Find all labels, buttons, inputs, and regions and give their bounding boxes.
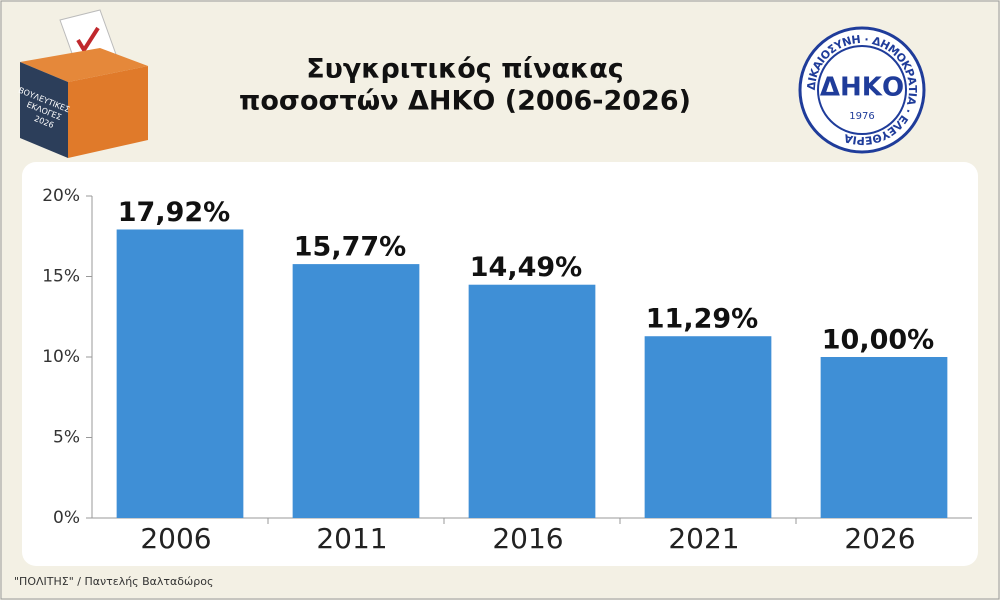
y-tick-label: 10%: [42, 347, 80, 367]
value-label: 10,00%: [822, 325, 934, 356]
y-tick-label: 5%: [53, 428, 80, 448]
x-tick-label: 2011: [316, 522, 387, 555]
ballot-box: ΒΟΥΛΕΥΤΙΚΕΣ ΕΚΛΟΓΕΣ 2026: [17, 9, 148, 158]
value-label: 11,29%: [646, 304, 758, 335]
y-tick-label: 0%: [53, 508, 80, 528]
x-tick-label: 2016: [492, 522, 563, 555]
bar: [116, 229, 244, 518]
logo: ΔΙΚΑΙΟΣΥΝΗ · ΔΗΜΟΚΡΑΤΙΑ · ΕΛΕΥΘΕΡΙΑ ΔΗΚΟ…: [798, 26, 926, 154]
y-tick-label: 15%: [42, 267, 80, 287]
x-tick-label: 2026: [844, 522, 915, 555]
bar: [820, 357, 948, 518]
bar: [468, 284, 596, 518]
bar: [292, 264, 420, 518]
logo-name: ΔΗΚΟ: [820, 73, 904, 103]
logo-year: 1976: [849, 111, 874, 122]
source: "ΠΟΛΙΤΗΣ" / Παντελής Βαλταδώρος: [14, 575, 213, 588]
value-label: 14,49%: [470, 252, 582, 283]
bar: [644, 336, 772, 518]
y-tick-label: 20%: [42, 186, 80, 206]
x-tick-label: 2006: [140, 522, 211, 555]
value-label: 17,92%: [118, 197, 230, 228]
chart-title: Συγκριτικός πίνακας: [306, 54, 624, 85]
value-label: 15,77%: [294, 232, 406, 263]
x-tick-label: 2021: [668, 522, 739, 555]
chart-title: ποσοστών ΔΗΚΟ (2006-2026): [239, 86, 691, 117]
